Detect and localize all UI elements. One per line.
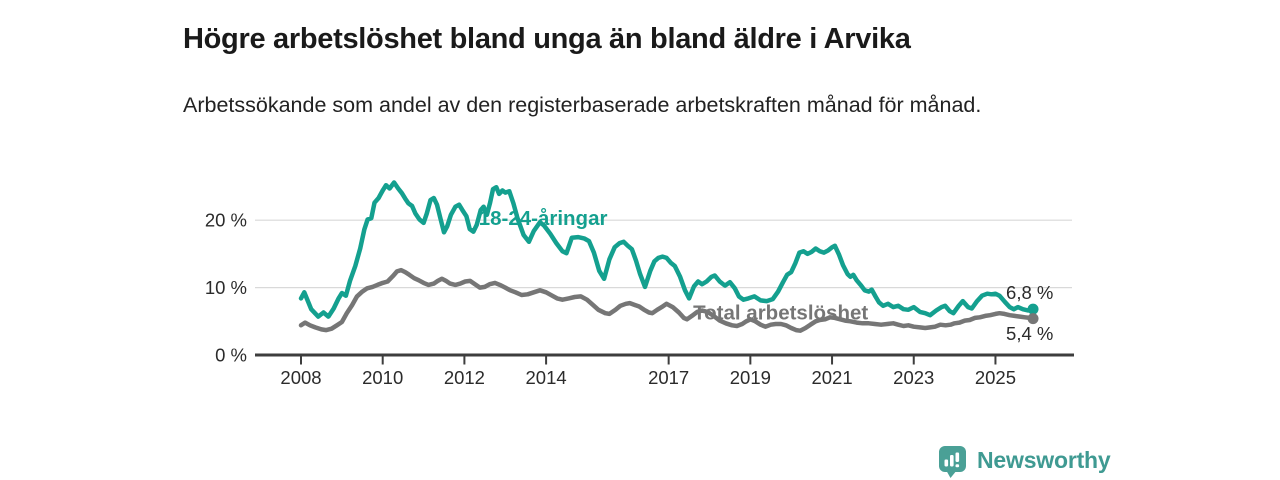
x-axis-tick-label: 2010 <box>362 367 403 388</box>
x-axis-tick-label: 2008 <box>280 367 321 388</box>
y-axis-tick-label: 0 % <box>215 345 247 366</box>
brand-name: Newsworthy <box>977 447 1111 473</box>
series-end-dot <box>1027 303 1039 315</box>
x-axis-tick-label: 2014 <box>526 367 567 388</box>
series-line-total <box>298 267 1036 333</box>
series-end-value-label: 5,4 % <box>1006 323 1053 344</box>
chart-subtitle: Arbetssökande som andel av den registerb… <box>183 92 982 117</box>
series-end-dot <box>1027 313 1039 325</box>
y-axis-tick-label: 20 % <box>205 210 247 231</box>
series-inline-label: 18-24-åringar <box>479 207 608 230</box>
x-axis-tick-label: 2017 <box>648 367 689 388</box>
series-line-youth <box>298 180 1036 319</box>
y-axis-tick-label: 10 % <box>205 277 247 298</box>
page-title: Högre arbetslöshet bland unga än bland ä… <box>183 23 911 56</box>
x-axis-tick-label: 2023 <box>893 367 934 388</box>
x-axis-tick-label: 2025 <box>975 367 1016 388</box>
x-axis-tick-label: 2021 <box>811 367 852 388</box>
newsworthy-logo: Newsworthy <box>938 445 1111 479</box>
bar-chart-speech-bubble-icon <box>939 446 966 478</box>
series-inline-label: Total arbetslöshet <box>693 302 868 325</box>
series-end-value-label: 6,8 % <box>1006 282 1053 303</box>
x-axis-tick-label: 2012 <box>444 367 485 388</box>
x-axis-tick-label: 2019 <box>730 367 771 388</box>
